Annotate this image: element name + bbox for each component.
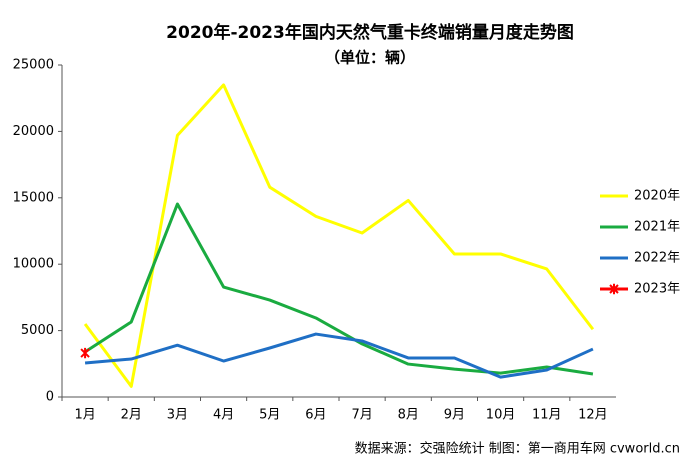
series-marker: [80, 347, 90, 359]
chart-subtitle: （单位：辆）: [325, 49, 415, 67]
y-tick-label: 20000: [13, 124, 54, 139]
x-tick-label: 1月: [74, 408, 95, 423]
legend-label: 2022年: [634, 251, 680, 266]
x-tick-label: 12月: [578, 408, 608, 423]
legend-label: 2020年: [634, 189, 680, 204]
x-tick-label: 5月: [259, 408, 280, 423]
x-tick-label: 2月: [121, 408, 142, 423]
x-tick-label: 11月: [532, 408, 562, 423]
legend-marker: [609, 283, 619, 295]
x-tick-label: 6月: [305, 408, 326, 423]
legend-label: 2021年: [634, 220, 680, 235]
series-line: [83, 83, 595, 388]
y-tick-label: 15000: [13, 190, 54, 205]
y-tick-label: 5000: [21, 323, 54, 338]
y-tick-label: 10000: [13, 257, 54, 272]
chart-title: 2020年-2023年国内天然气重卡终端销量月度走势图: [166, 22, 574, 43]
x-tick-label: 8月: [398, 408, 419, 423]
x-tick-label: 10月: [486, 408, 516, 423]
source-note: 数据来源：交强险统计 制图：第一商用车网 cvworld.cn: [355, 441, 680, 457]
x-tick-label: 4月: [213, 408, 234, 423]
y-tick-label: 25000: [13, 58, 54, 73]
y-tick-label: 0: [46, 390, 54, 405]
series-line: [84, 202, 594, 376]
series-line: [84, 332, 594, 379]
x-tick-label: 3月: [167, 408, 188, 423]
x-tick-label: 9月: [444, 408, 465, 423]
legend-label: 2023年: [634, 282, 680, 297]
x-tick-label: 7月: [351, 408, 372, 423]
